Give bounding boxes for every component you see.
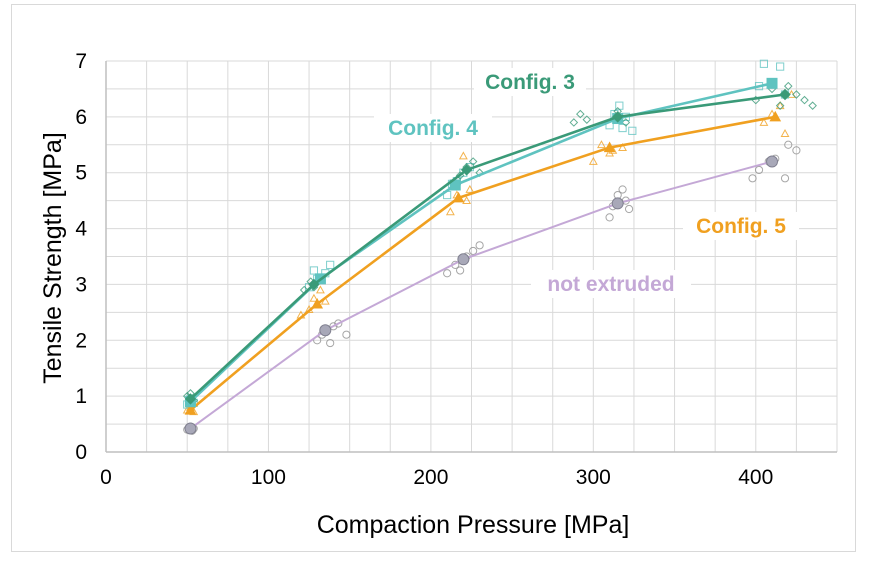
series-label-background — [683, 212, 799, 240]
mean-point — [457, 253, 470, 266]
data-point — [334, 319, 343, 328]
data-point — [621, 118, 631, 127]
data-point — [759, 59, 768, 68]
data-point — [469, 246, 478, 256]
data-point — [326, 260, 335, 269]
mean-point — [452, 191, 465, 203]
x-tick-label: 400 — [738, 466, 773, 489]
series-label: Config. 5 — [696, 215, 786, 238]
data-point — [309, 293, 319, 302]
data-point — [576, 109, 585, 119]
series-labels: Config. 3 Config. 4 Config. 5 not extruded — [374, 68, 799, 298]
scatter-points — [182, 59, 817, 435]
data-point — [618, 185, 627, 194]
series-label: not extruded — [547, 273, 674, 296]
x-tick-label: 0 — [100, 466, 112, 489]
y-tick-label: 7 — [75, 50, 87, 73]
data-point — [800, 95, 809, 105]
y-tick-label: 5 — [75, 162, 87, 185]
mean-point — [603, 141, 616, 153]
data-point — [468, 157, 478, 166]
data-point — [775, 101, 785, 110]
series-label-background — [374, 114, 492, 142]
data-point — [315, 285, 325, 294]
mean-point — [184, 404, 197, 415]
x-tick-label: 100 — [251, 466, 286, 489]
y-tick-label: 0 — [75, 441, 87, 464]
data-point — [445, 207, 455, 216]
y-tick-label: 4 — [75, 218, 87, 241]
series-label-background — [531, 270, 691, 298]
data-point — [792, 146, 801, 155]
mean-point — [766, 77, 778, 89]
y-tick-label: 2 — [75, 329, 87, 352]
data-point — [618, 123, 627, 133]
data-point — [784, 140, 793, 149]
x-tick-label: 300 — [576, 466, 611, 489]
series-label-background — [474, 68, 586, 96]
data-point — [342, 330, 351, 339]
tick-labels: 0 100 200 300 400 0 1 2 3 4 5 6 7 — [75, 50, 773, 489]
mean-point — [611, 197, 624, 210]
series-label: Config. 4 — [388, 117, 478, 140]
mean-point — [184, 393, 197, 405]
data-point — [326, 338, 335, 348]
data-point — [776, 62, 785, 71]
data-point — [775, 101, 785, 110]
y-axis-title: Tensile Strength [MPa] — [39, 132, 67, 384]
data-point — [618, 142, 628, 151]
data-point — [605, 213, 614, 222]
x-axis-title: Compaction Pressure [MPa] — [317, 511, 630, 539]
data-point — [748, 174, 757, 183]
mean-point — [779, 88, 791, 101]
data-point — [597, 140, 606, 149]
data-point — [475, 241, 484, 250]
data-point — [465, 184, 475, 193]
data-point — [569, 118, 579, 127]
data-point — [780, 128, 790, 137]
y-tick-label: 1 — [75, 385, 87, 408]
data-point — [624, 204, 634, 214]
mean-point — [769, 110, 782, 122]
mean-point — [311, 297, 324, 309]
mean-point — [308, 278, 320, 291]
y-tick-label: 6 — [75, 106, 87, 129]
series-line — [189, 115, 776, 412]
data-point — [443, 269, 452, 278]
axes — [105, 61, 837, 453]
data-point — [628, 126, 637, 135]
data-point — [456, 266, 465, 275]
mean-point — [611, 111, 624, 123]
data-point — [582, 115, 592, 124]
data-point — [754, 165, 764, 175]
mean-lines — [184, 77, 791, 435]
data-point — [808, 101, 817, 110]
data-point — [309, 266, 319, 275]
mean-point — [460, 164, 473, 176]
data-point — [792, 90, 801, 99]
series-label: Config. 3 — [485, 71, 575, 94]
data-point — [458, 151, 468, 160]
data-point — [780, 174, 790, 183]
y-tick-label: 3 — [75, 273, 87, 296]
data-point — [588, 156, 598, 165]
mean-point — [319, 324, 332, 337]
data-point — [759, 117, 769, 126]
data-point — [783, 81, 793, 91]
data-point — [462, 196, 472, 205]
mean-point — [184, 422, 197, 435]
mean-point — [766, 155, 779, 168]
x-tick-label: 200 — [413, 466, 448, 489]
